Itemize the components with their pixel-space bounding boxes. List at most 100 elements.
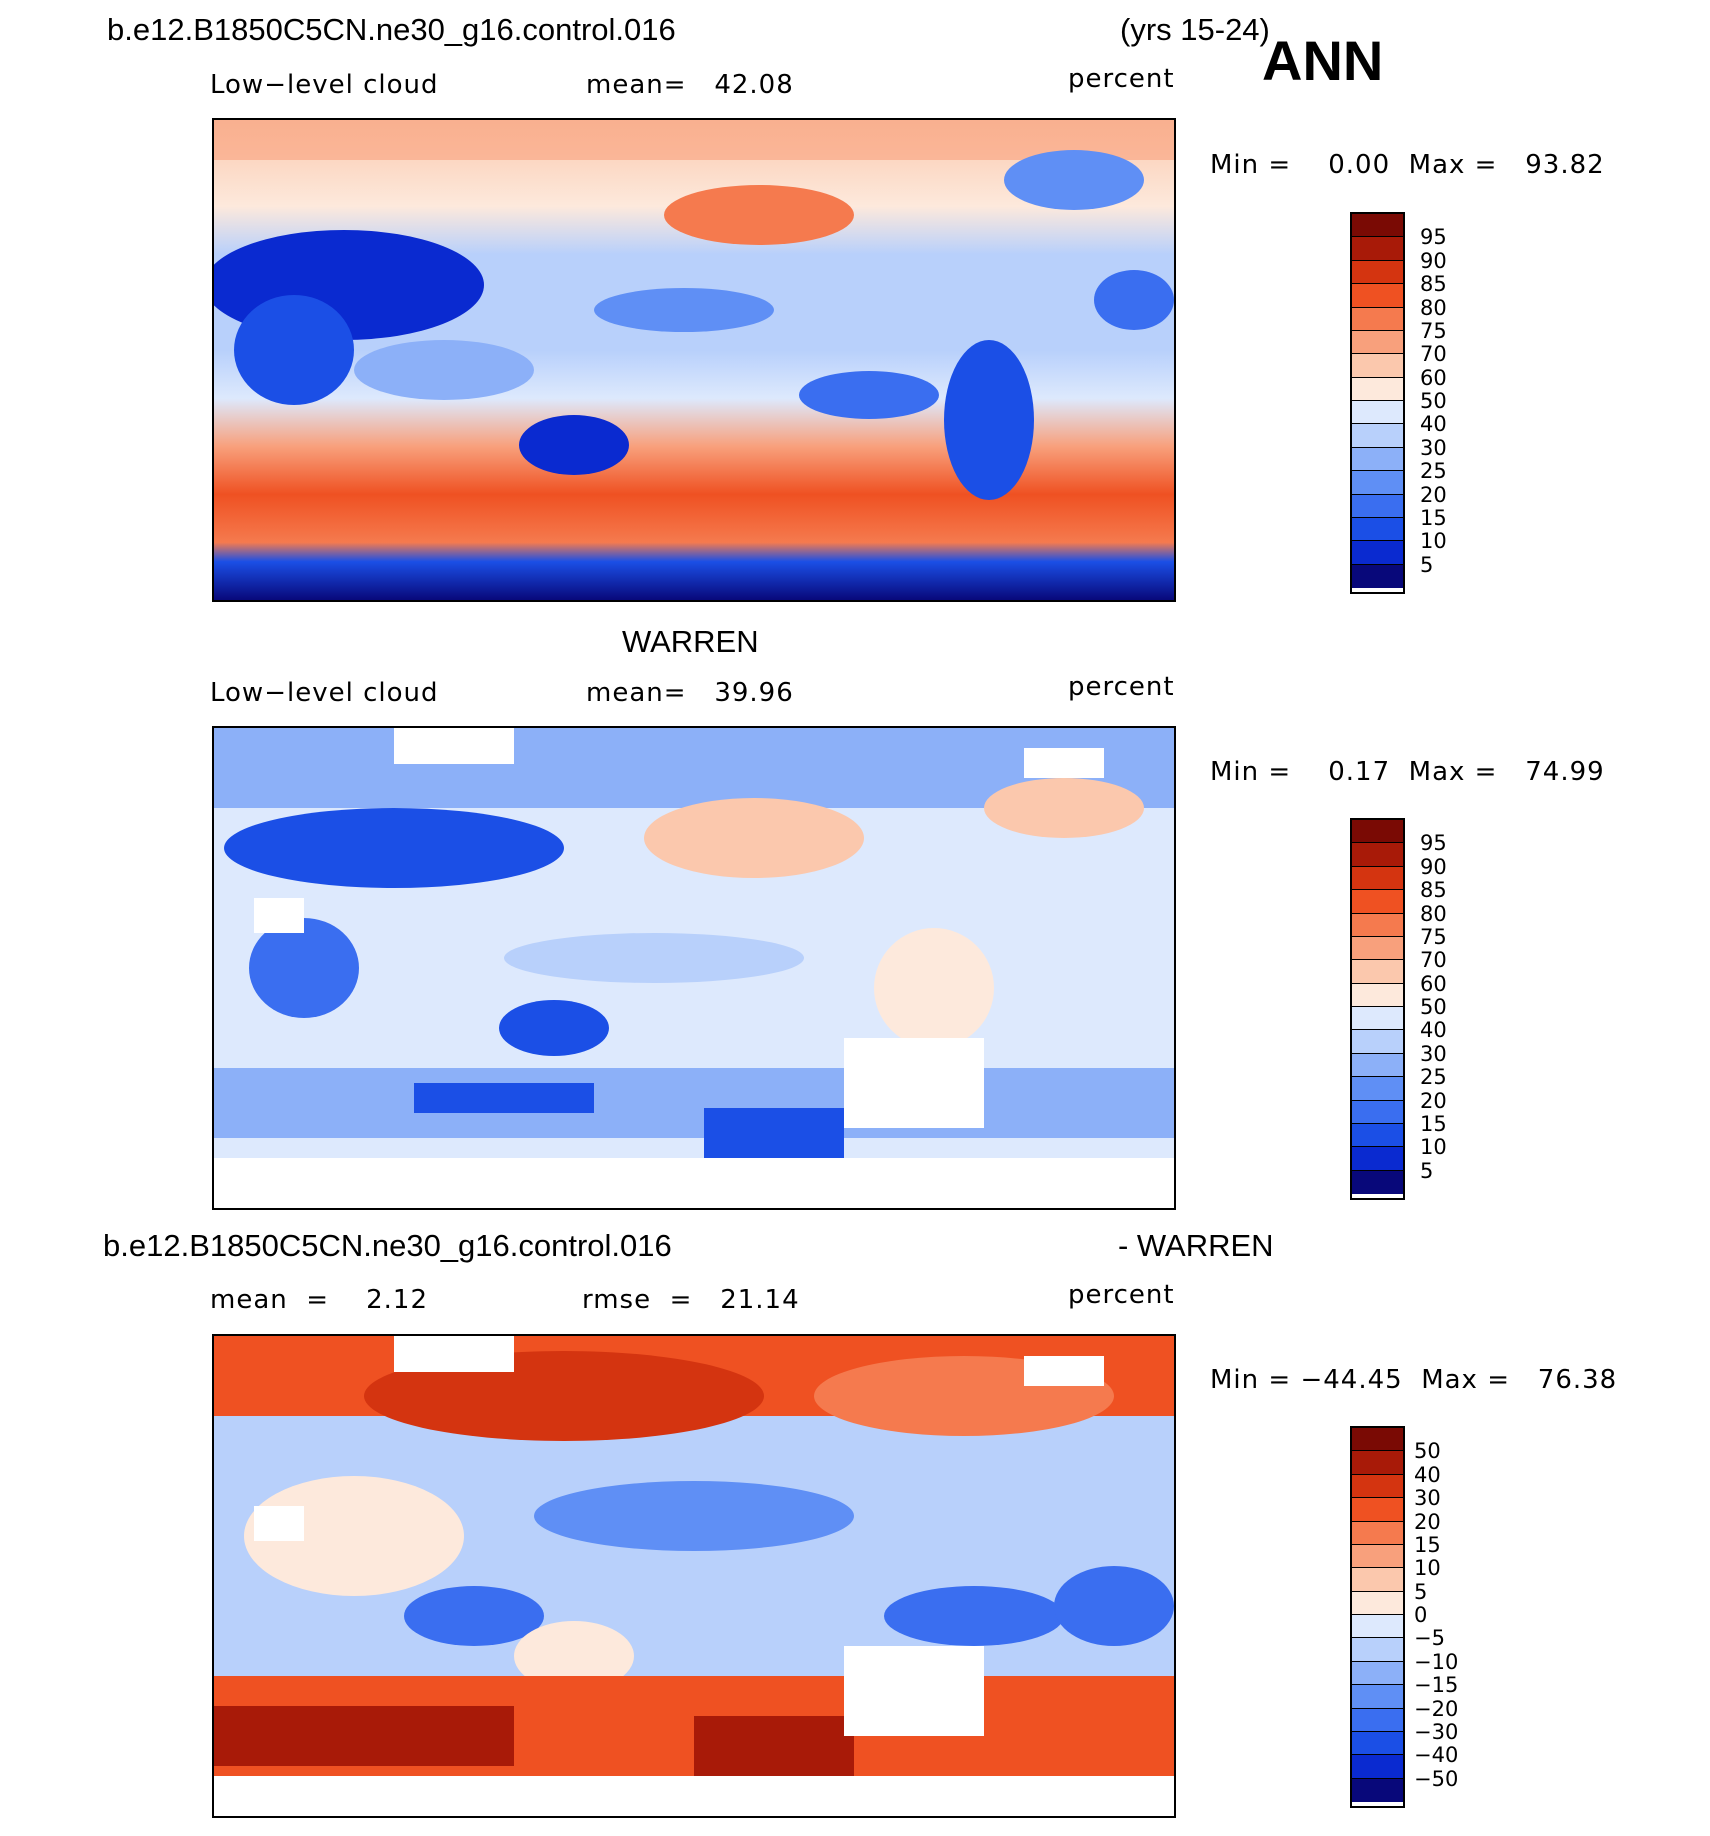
colorbar-tick-label: −50: [1414, 1766, 1459, 1791]
colorbar-tick-label: 10: [1420, 529, 1447, 554]
panel3-map-field: [214, 1336, 1174, 1816]
colorbar-segment: [1352, 1100, 1403, 1124]
colorbar-tick-label: 25: [1420, 459, 1447, 484]
colorbar-tick-label: 40: [1420, 412, 1447, 437]
panel2-title: WARREN: [622, 624, 759, 659]
colorbar-tick-label: 20: [1420, 482, 1447, 507]
colorbar-segment: [1352, 1451, 1403, 1475]
colorbar-tick-label: 15: [1414, 1532, 1441, 1557]
colorbar-segment: [1352, 983, 1403, 1007]
colorbar-segment: [1352, 517, 1403, 542]
colorbar-tick-label: 40: [1420, 1018, 1447, 1043]
panel1-minmax-label: Min = 0.00 Max = 93.82: [1210, 150, 1605, 180]
colorbar-tick-label: 50: [1420, 389, 1447, 413]
colorbar-tick-label: 15: [1420, 1111, 1447, 1136]
colorbar-segment: [1352, 424, 1403, 448]
colorbar-tick-label: 95: [1420, 831, 1447, 856]
colorbar-tick-label: 85: [1420, 878, 1447, 903]
panel1-map: [212, 118, 1176, 602]
panel1-variable-label: Low−level cloud: [210, 70, 439, 100]
colorbar-tick-label: 90: [1420, 248, 1447, 273]
colorbar-segment: [1352, 1685, 1403, 1709]
colorbar-segment: [1352, 494, 1403, 518]
colorbar-segment: [1352, 866, 1403, 891]
years-label: (yrs 15-24): [1120, 12, 1270, 47]
colorbar-tick-label: 10: [1420, 1135, 1447, 1160]
colorbar-tick-label: 75: [1420, 924, 1447, 949]
colorbar-tick-label: 90: [1420, 854, 1447, 879]
colorbar-segment: [1352, 541, 1403, 565]
colorbar-segment: [1352, 1755, 1403, 1779]
panel3-colorbar: [1350, 1426, 1405, 1808]
panel3-rmse-label: rmse = 21.14: [582, 1285, 800, 1315]
colorbar-tick-label: 95: [1420, 225, 1447, 250]
colorbar-segment: [1352, 447, 1403, 472]
colorbar-tick-label: 5: [1420, 552, 1434, 577]
colorbar-segment: [1352, 1077, 1403, 1101]
colorbar-segment: [1352, 1428, 1403, 1452]
panel3-minmax-label: Min = −44.45 Max = 76.38: [1210, 1365, 1618, 1395]
panel1-units-label: percent: [1068, 64, 1175, 94]
panel3-mean-label: mean = 2.12: [210, 1285, 428, 1315]
colorbar-segment: [1352, 820, 1403, 844]
colorbar-segment: [1352, 1638, 1403, 1662]
panel1-mean-label: mean= 42.08: [586, 70, 794, 100]
colorbar-segment: [1352, 1498, 1403, 1522]
colorbar-tick-label: 75: [1420, 318, 1447, 343]
colorbar-tick-label: 10: [1414, 1556, 1441, 1581]
colorbar-tick-label: 20: [1420, 1088, 1447, 1113]
colorbar-segment: [1352, 1007, 1403, 1031]
colorbar-tick-label: −5: [1414, 1626, 1445, 1651]
colorbar-tick-label: 25: [1420, 1065, 1447, 1090]
colorbar-segment: [1352, 913, 1403, 937]
colorbar-segment: [1352, 354, 1403, 378]
colorbar-segment: [1352, 1474, 1403, 1499]
colorbar-tick-label: 40: [1414, 1462, 1441, 1487]
colorbar-segment: [1352, 843, 1403, 867]
panel2-variable-label: Low−level cloud: [210, 678, 439, 708]
colorbar-tick-label: −10: [1414, 1649, 1459, 1674]
season-label: ANN: [1262, 29, 1384, 92]
colorbar-segment: [1352, 1568, 1403, 1592]
colorbar-segment: [1352, 1708, 1403, 1732]
colorbar-tick-label: 70: [1420, 342, 1447, 367]
colorbar-tick-label: 30: [1414, 1486, 1441, 1511]
colorbar-tick-label: −40: [1414, 1743, 1459, 1768]
colorbar-segment: [1352, 1591, 1403, 1615]
colorbar-segment: [1352, 307, 1403, 331]
colorbar-tick-label: 80: [1420, 295, 1447, 320]
panel2-mean-label: mean= 39.96: [586, 678, 794, 708]
colorbar-segment: [1352, 284, 1403, 308]
colorbar-tick-label: 60: [1420, 365, 1447, 390]
colorbar-tick-label: 0: [1414, 1603, 1428, 1627]
panel2-map-field: [214, 728, 1174, 1208]
panel2-units-label: percent: [1068, 672, 1175, 702]
panel3-title-left: b.e12.B1850C5CN.ne30_g16.control.016: [103, 1228, 672, 1263]
colorbar-segment: [1352, 1778, 1403, 1802]
colorbar-segment: [1352, 471, 1403, 495]
colorbar-tick-label: 5: [1414, 1579, 1428, 1604]
colorbar-segment: [1352, 936, 1403, 961]
colorbar-segment: [1352, 1030, 1403, 1054]
colorbar-tick-label: 85: [1420, 272, 1447, 297]
colorbar-tick-label: 20: [1414, 1509, 1441, 1534]
colorbar-tick-label: 80: [1420, 901, 1447, 926]
case-name-title: b.e12.B1850C5CN.ne30_g16.control.016: [107, 12, 676, 47]
colorbar-segment: [1352, 214, 1403, 238]
colorbar-segment: [1352, 960, 1403, 984]
colorbar-segment: [1352, 377, 1403, 401]
colorbar-segment: [1352, 1053, 1403, 1078]
colorbar-tick-label: −20: [1414, 1696, 1459, 1721]
panel3-map: [212, 1334, 1176, 1818]
panel1-colorbar: [1350, 212, 1405, 594]
colorbar-segment: [1352, 564, 1403, 588]
colorbar-tick-label: 15: [1420, 505, 1447, 530]
colorbar-segment: [1352, 330, 1403, 355]
colorbar-tick-label: −30: [1414, 1719, 1459, 1744]
colorbar-tick-label: 70: [1420, 948, 1447, 973]
colorbar-segment: [1352, 237, 1403, 261]
panel1-map-field: [214, 120, 1174, 600]
panel2-colorbar: [1350, 818, 1405, 1200]
colorbar-segment: [1352, 1544, 1403, 1569]
colorbar-tick-label: 50: [1420, 995, 1447, 1019]
